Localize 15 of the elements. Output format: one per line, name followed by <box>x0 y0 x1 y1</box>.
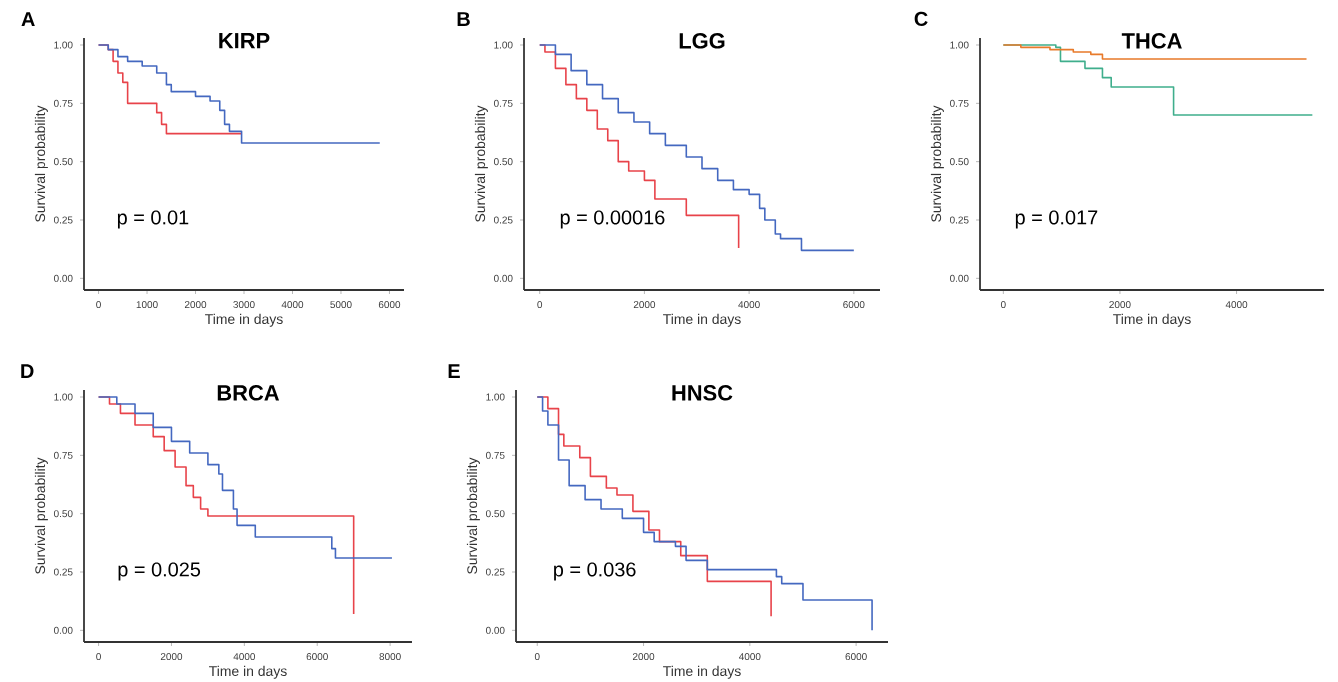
text: C <box>914 11 928 26</box>
chart-title: THCA <box>1121 33 1182 49</box>
annotation: p = 0.00016 <box>560 210 665 229</box>
annotation: p = 0.036 <box>554 562 636 581</box>
text: E <box>448 364 460 378</box>
annotation: p = 0.01 <box>117 210 189 229</box>
chart-title: KIRP <box>219 33 270 49</box>
chart-title: BRCA <box>217 385 280 401</box>
annotation: p = 0.017 <box>1015 210 1098 229</box>
text: D <box>21 364 34 378</box>
text: A <box>21 12 35 26</box>
annotation: p = 0.025 <box>118 562 201 581</box>
chart-title: HNSC <box>672 385 733 401</box>
chart-title: LGG <box>679 33 725 49</box>
text: B <box>457 12 470 26</box>
